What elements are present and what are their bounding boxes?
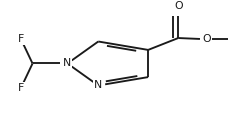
Text: O: O	[174, 1, 183, 11]
Text: N: N	[63, 58, 72, 69]
Text: O: O	[203, 34, 212, 44]
Text: F: F	[18, 83, 24, 93]
Text: N: N	[94, 81, 102, 90]
Text: F: F	[18, 34, 24, 44]
